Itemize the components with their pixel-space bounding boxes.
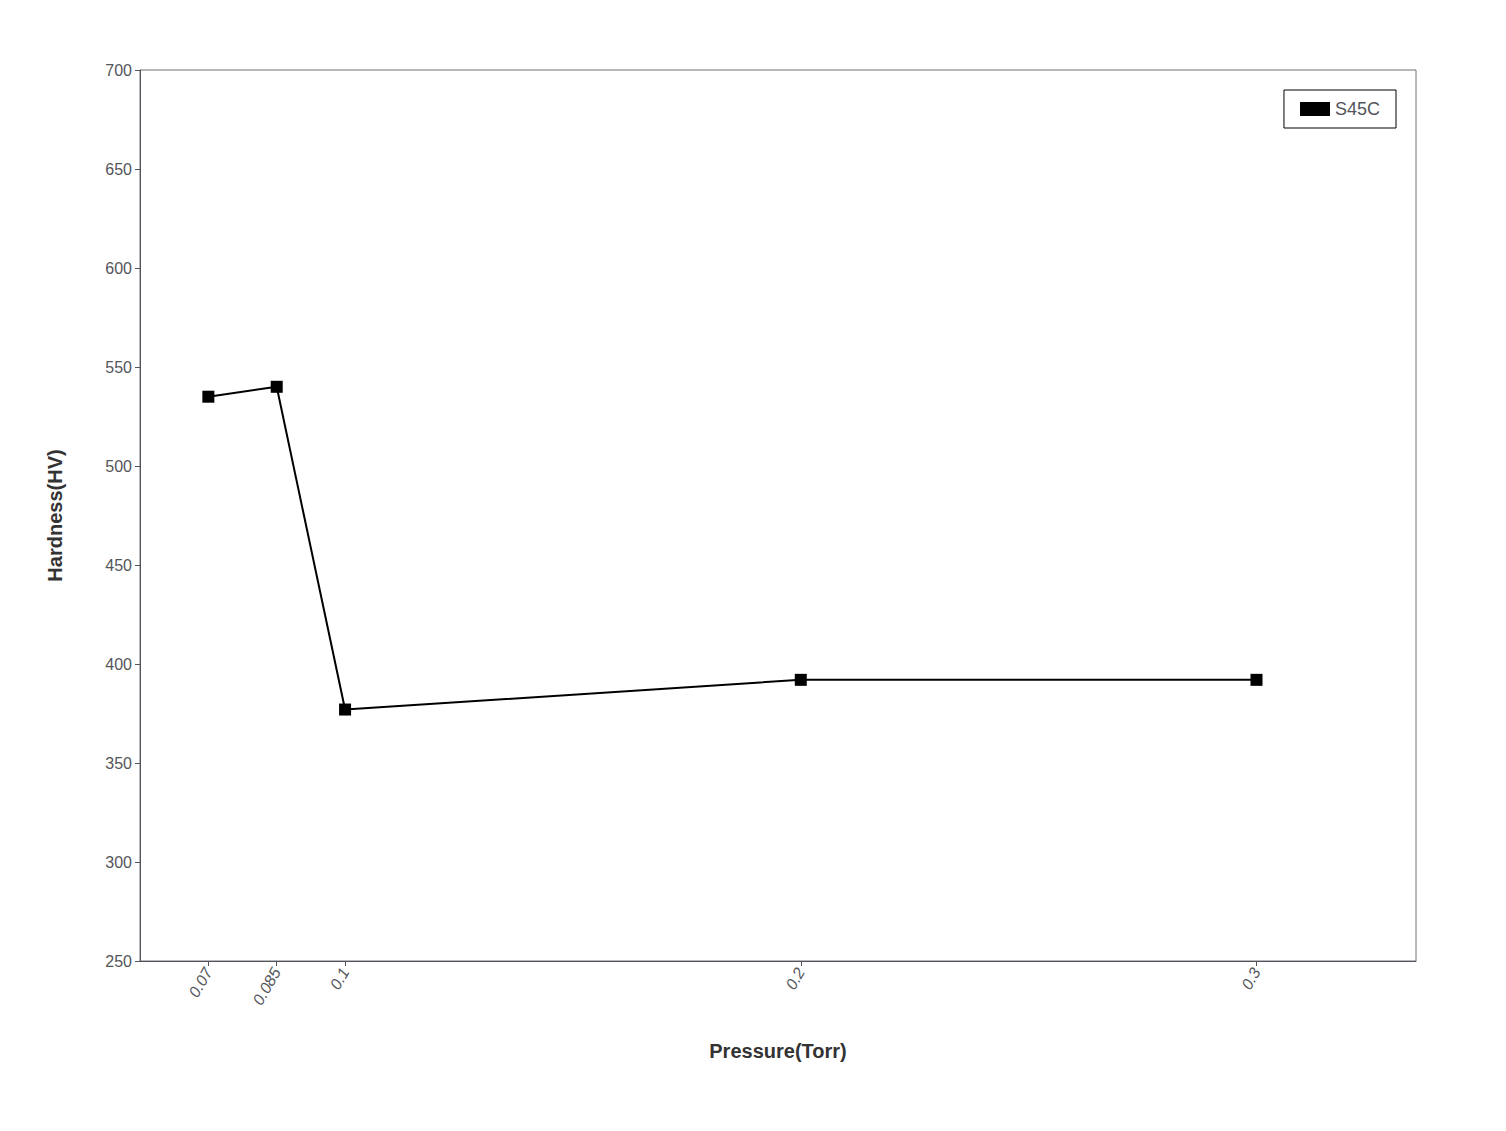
svg-text:300: 300 [105, 854, 132, 871]
svg-text:600: 600 [105, 260, 132, 277]
svg-text:250: 250 [105, 953, 132, 970]
svg-text:0.3: 0.3 [1238, 965, 1264, 993]
svg-text:0.2: 0.2 [782, 965, 808, 993]
svg-text:550: 550 [105, 359, 132, 376]
svg-text:S45C: S45C [1335, 99, 1380, 119]
svg-text:0.085: 0.085 [249, 965, 284, 1008]
svg-text:400: 400 [105, 656, 132, 673]
svg-text:350: 350 [105, 755, 132, 772]
svg-text:Hardness(HV): Hardness(HV) [44, 449, 66, 581]
svg-text:Pressure(Torr): Pressure(Torr) [709, 1040, 846, 1062]
svg-text:650: 650 [105, 161, 132, 178]
svg-text:0.07: 0.07 [185, 964, 216, 1000]
svg-text:700: 700 [105, 62, 132, 79]
svg-text:0.1: 0.1 [327, 965, 353, 993]
svg-text:450: 450 [105, 557, 132, 574]
svg-text:500: 500 [105, 458, 132, 475]
